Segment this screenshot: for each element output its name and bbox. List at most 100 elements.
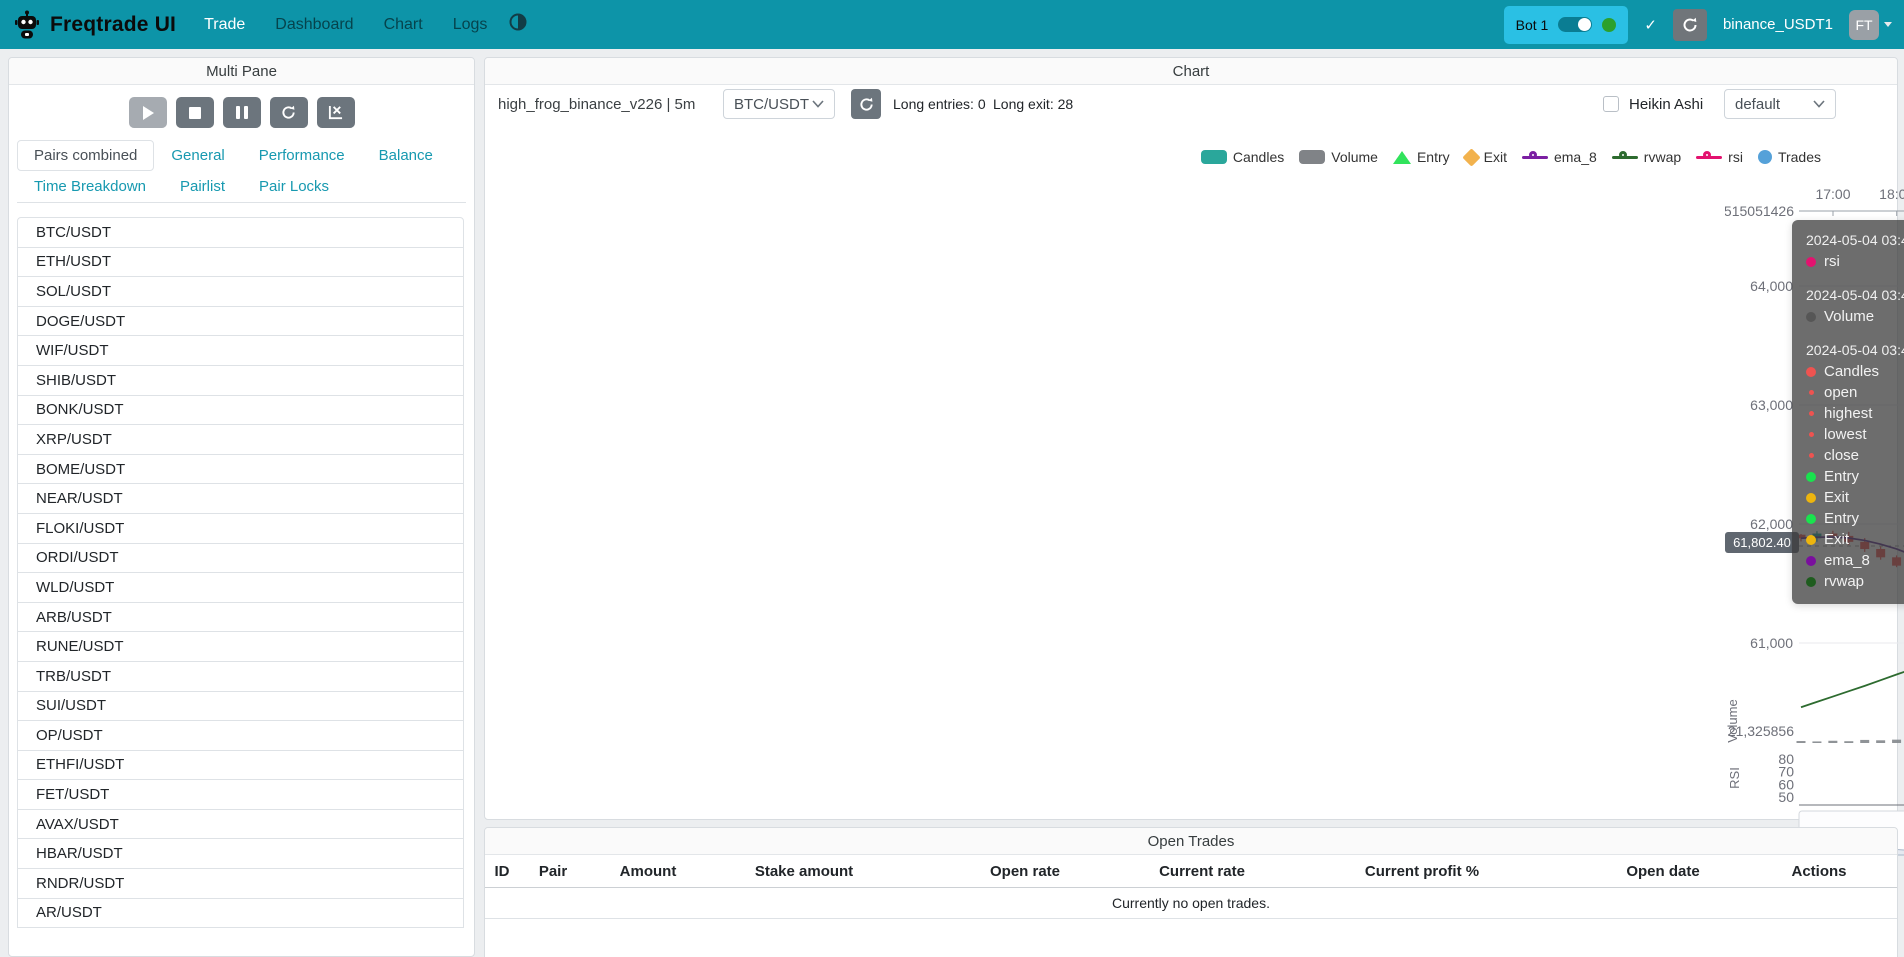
svg-text:62,000: 62,000 — [1750, 516, 1793, 532]
pair-item-op-usdt[interactable]: OP/USDT — [17, 720, 464, 751]
tooltip-timestamp: 2024-05-04 03:40:00 — [1806, 287, 1904, 303]
pair-item-arb-usdt[interactable]: ARB/USDT — [17, 601, 464, 633]
tooltip-row-open: open63,173.98 — [1806, 382, 1904, 403]
bot-selector[interactable]: Bot 1 — [1503, 5, 1629, 44]
plot-config-select[interactable]: default ⚙ CandlesVolumeEntryExitema_8rvw… — [1200, 89, 1904, 856]
tab-time-breakdown[interactable]: Time Breakdown — [34, 178, 146, 195]
chart-panel: Chart high_frog_binance_v226 | 5m BTC/US… — [484, 57, 1904, 856]
pause-button[interactable] — [222, 97, 261, 128]
refresh-chart-button[interactable] — [851, 89, 881, 119]
nav-link-logs[interactable]: Logs — [452, 15, 488, 33]
play-icon — [142, 105, 154, 120]
pair-item-rune-usdt[interactable]: RUNE/USDT — [17, 631, 464, 662]
legend-item-exit[interactable]: Exit — [1461, 147, 1507, 167]
nav-link-chart[interactable]: Chart — [383, 15, 423, 33]
svg-text:70: 70 — [1778, 764, 1794, 780]
reload-config-button[interactable] — [269, 97, 308, 128]
forced-exit-button[interactable] — [316, 97, 355, 128]
legend-item-trades[interactable]: Trades — [1757, 149, 1821, 165]
pair-item-sui-usdt[interactable]: SUI/USDT — [17, 690, 464, 722]
avatar[interactable]: FT — [1849, 9, 1879, 40]
pair-item-ethfi-usdt[interactable]: ETHFI/USDT — [17, 749, 464, 781]
multi-pane-header: Multi Pane — [9, 58, 474, 85]
tab-performance[interactable]: Performance — [258, 147, 345, 164]
nav-link-trade[interactable]: Trade — [204, 15, 246, 33]
pair-item-fet-usdt[interactable]: FET/USDT — [17, 779, 464, 810]
user-menu[interactable]: FT — [1849, 9, 1892, 40]
bot-toggle[interactable] — [1558, 17, 1593, 32]
sidebar-tabs: Pairs combined General Performance Balance T… — [17, 140, 466, 203]
brand: Freqtrade UI — [14, 10, 176, 40]
svg-text:515051426: 515051426 — [1725, 203, 1794, 219]
trades-legend-icon — [1757, 150, 1772, 164]
column-header-stake-amount: Stake amount — [754, 863, 854, 880]
pair-item-wif-usdt[interactable]: WIF/USDT — [17, 335, 464, 366]
pair-item-ordi-usdt[interactable]: ORDI/USDT — [17, 542, 464, 574]
tooltip-row-rsi: rsi50.22577020190704 — [1806, 251, 1904, 272]
reload-bot-button[interactable] — [1672, 8, 1707, 41]
tab-general[interactable]: General — [171, 147, 225, 164]
legend-item-volume[interactable]: Volume — [1299, 149, 1378, 165]
column-header-amount: Amount — [619, 863, 677, 880]
grid — [1799, 210, 1904, 806]
pair-item-xrp-usdt[interactable]: XRP/USDT — [17, 424, 464, 455]
legend-item-ema_8[interactable]: ema_8 — [1521, 149, 1597, 165]
rvwap-legend-icon — [1611, 150, 1638, 164]
pair-item-avax-usdt[interactable]: AVAX/USDT — [17, 808, 464, 840]
nav-links: Trade Dashboard Chart Logs — [204, 16, 487, 34]
legend-item-rvwap[interactable]: rvwap — [1611, 149, 1681, 165]
pair-item-doge-usdt[interactable]: DOGE/USDT — [17, 305, 464, 337]
tooltip-row-close: close62,990.96 — [1806, 445, 1904, 466]
pair-item-btc-usdt[interactable]: BTC/USDT — [17, 217, 464, 248]
pair-item-rndr-usdt[interactable]: RNDR/USDT — [17, 868, 464, 899]
volume-legend-icon — [1299, 150, 1326, 164]
pair-item-shib-usdt[interactable]: SHIB/USDT — [17, 364, 464, 396]
stop-button[interactable] — [175, 97, 214, 128]
tab-pair-locks[interactable]: Pair Locks — [259, 178, 330, 195]
chevron-down-icon — [1884, 22, 1892, 27]
pair-item-sol-usdt[interactable]: SOL/USDT — [17, 276, 464, 307]
theme-toggle-icon[interactable] — [509, 13, 527, 36]
chevron-down-icon — [812, 100, 824, 108]
chart-tooltip: 2024-05-04 03:40:00 rsi50.22577020190704 2… — [1792, 220, 1904, 604]
legend-item-entry[interactable]: Entry — [1392, 149, 1450, 165]
pair-item-trb-usdt[interactable]: TRB/USDT — [17, 660, 464, 692]
pair-item-wld-usdt[interactable]: WLD/USDT — [17, 572, 464, 603]
column-header-actions: Actions — [1791, 863, 1847, 880]
pair-select[interactable]: BTC/USDT — [723, 89, 835, 119]
svg-text:61,000: 61,000 — [1750, 635, 1793, 651]
pair-item-ar-usdt[interactable]: AR/USDT — [17, 897, 464, 929]
svg-text:RSI: RSI — [1727, 767, 1742, 789]
candles-legend-icon — [1200, 150, 1227, 164]
legend-item-rsi[interactable]: rsi — [1696, 149, 1743, 165]
tooltip-row-highest: highest63,173.99 — [1806, 403, 1904, 424]
svg-text:80: 80 — [1778, 751, 1794, 767]
nav-link-dashboard[interactable]: Dashboard — [275, 15, 354, 33]
column-header-pair: Pair — [538, 863, 568, 880]
pair-item-bome-usdt[interactable]: BOME/USDT — [17, 453, 464, 485]
bot-instance-name: binance_USDT1 — [1722, 16, 1833, 33]
refresh-icon — [859, 97, 873, 111]
pair-item-floki-usdt[interactable]: FLOKI/USDT — [17, 512, 464, 544]
open-trades-column-headers: ID Pair Amount Stake amount Open rate Current… — [485, 855, 1897, 888]
pair-item-hbar-usdt[interactable]: HBAR/USDT — [17, 838, 464, 870]
tooltip-row-volume: Volume118.66598 — [1806, 306, 1904, 327]
open-trades-panel: Open Trades ID Pair Amount Stake amount Open… — [484, 827, 1898, 957]
heikin-ashi-checkbox[interactable] — [1603, 96, 1619, 112]
no-open-trades-message: Currently no open trades. — [485, 888, 1897, 919]
start-button[interactable] — [128, 97, 167, 128]
tab-pairs-combined[interactable]: Pairs combined — [17, 140, 155, 171]
pair-item-near-usdt[interactable]: NEAR/USDT — [17, 483, 464, 514]
pair-item-bonk-usdt[interactable]: BONK/USDT — [17, 394, 464, 426]
svg-text:64,000: 64,000 — [1750, 278, 1793, 294]
navbar-right: Bot 1 ✓ binance_USDT1 FT — [1503, 5, 1892, 44]
tab-pairlist[interactable]: Pairlist — [180, 178, 226, 195]
tooltip-timestamp: 2024-05-04 03:40:00 — [1806, 342, 1904, 358]
tab-balance[interactable]: Balance — [378, 147, 433, 164]
crosshair-price-tag: 61,802.40 — [1725, 532, 1799, 553]
svg-text:50: 50 — [1778, 789, 1794, 805]
legend-item-candles[interactable]: Candles — [1200, 149, 1284, 165]
column-header-open-rate: Open rate — [989, 863, 1061, 880]
pair-item-eth-usdt[interactable]: ETH/USDT — [17, 246, 464, 278]
strategy-timeframe-label: high_frog_binance_v226 | 5m — [498, 95, 696, 113]
